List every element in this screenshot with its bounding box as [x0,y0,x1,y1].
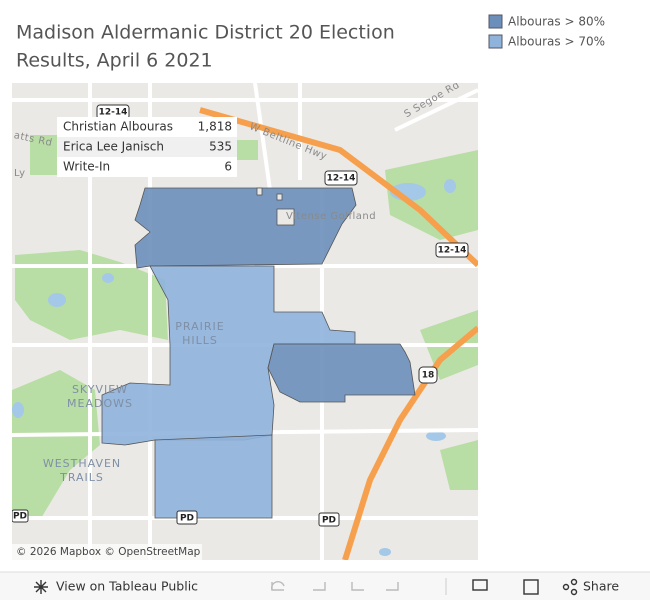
candidate-name: Erica Lee Janisch [63,140,164,154]
road-label: Ly [14,168,26,179]
legend-label: Albouras > 80% [508,15,605,29]
table-row [57,117,237,137]
highways [199,107,478,560]
area-label: WESTHAVEN [43,457,121,470]
districts [101,187,416,519]
table-row [57,137,237,157]
area-label: MEADOWS [67,397,133,410]
shield-label: 18 [422,371,435,381]
toolbar: View on Tableau Public Share [0,571,650,600]
download-button[interactable] [472,579,488,591]
shields: 12-14 12-14 12-14 18 PD PD PD [12,104,469,527]
legend: Albouras > 80% Albouras > 70% [488,14,605,49]
fullscreen-button[interactable] [523,579,539,595]
vote-count: 6 [224,160,232,174]
place-label: Vitense Golfland [286,211,376,222]
title: Results, April 6 2021 [16,50,213,72]
area-label: PRAIRIE [175,320,224,333]
share-button[interactable]: Share [583,579,619,594]
shield-label: PD [13,512,27,522]
shield-label: 12-14 [438,246,467,256]
tableau-icon[interactable] [34,580,48,594]
attribution: © 2026 Mapbox © OpenStreetMap [16,546,201,558]
legend-label: Albouras > 70% [508,35,605,49]
legend-swatch [488,14,503,29]
results-table: Christian Albouras 1,818 Erica Lee Janisch… [57,117,237,177]
candidate-name: Christian Albouras [63,120,173,134]
title: Madison Aldermanic District 20 Election [16,22,395,44]
share-icon[interactable] [562,578,578,596]
view-link[interactable]: View on Tableau Public [56,579,198,594]
shield-label: PD [322,516,336,526]
shield-label: PD [180,514,194,524]
area-label: TRAILS [59,471,104,484]
vote-count: 1,818 [198,120,232,134]
shield-label: 12-14 [99,108,128,118]
area-label: HILLS [182,334,218,347]
area-label: SKYVIEW [72,383,128,396]
map: W Beltline Hwy S Segoe Rd atts Rd Ly Vit… [12,83,478,560]
legend-swatch [488,34,503,49]
table-row [57,157,237,177]
shield-label: 12-14 [327,174,356,184]
vote-count: 535 [209,140,232,154]
toolbar-icons [270,580,399,591]
candidate-name: Write-In [63,160,110,174]
